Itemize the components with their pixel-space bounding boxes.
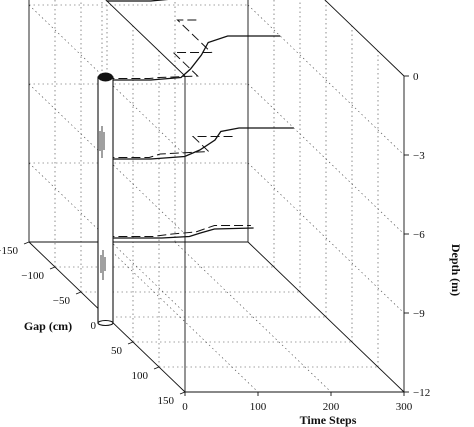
data-lines	[105, 0, 294, 239]
solid-series-line-4	[107, 127, 294, 160]
y-tick	[23, 241, 30, 245]
z-axis-title: Depth (m)	[449, 244, 463, 296]
solid-series-line-2	[107, 35, 281, 81]
y-tick-label: 50	[111, 345, 123, 357]
dashed-series-line-3	[105, 19, 213, 79]
axis-labels: Time Steps Gap (cm) Depth (m)	[24, 244, 463, 427]
y-tick	[49, 266, 56, 270]
grid-line	[247, 83, 405, 235]
y-axis-title: Gap (cm)	[24, 319, 72, 333]
grid-line	[247, 162, 405, 314]
pile-top	[98, 72, 113, 82]
y-tick-label: −150	[0, 245, 18, 257]
y-tick	[75, 291, 82, 295]
grid-line	[247, 4, 405, 156]
grid-layer	[28, 0, 405, 393]
y-tick	[179, 391, 186, 395]
x-axis-title: Time Steps	[300, 413, 357, 427]
z-tick-label: −3	[413, 150, 425, 162]
y-tick-label: −50	[53, 295, 71, 307]
pile-shaft	[97, 76, 114, 324]
pile-base	[97, 319, 114, 327]
frame-edge	[324, 0, 405, 77]
y-tick-label: 100	[132, 370, 149, 382]
grid-line	[174, 241, 332, 393]
z-tick-label: −6	[413, 229, 425, 241]
y-tick	[153, 366, 160, 370]
x-tick-label: 100	[250, 401, 267, 413]
dashed-series-line-5	[105, 136, 234, 158]
solid-series-line-0	[107, 0, 169, 2]
z-tick-label: 0	[413, 71, 419, 83]
frame-edge	[247, 241, 405, 393]
z-tick-label: −12	[413, 387, 430, 399]
y-tick	[127, 341, 134, 345]
axis-ticks: 0 100 200 300 −150 −100 −50 0 50 100 150 0 −3 −6 −9 −12	[0, 71, 430, 413]
dashed-series-line-7	[105, 225, 251, 237]
solid-series-line-6	[107, 227, 254, 239]
z-tick-label: −9	[413, 308, 425, 320]
x-tick-label: 300	[396, 401, 413, 413]
x-tick-label: 0	[182, 401, 188, 413]
y-tick-label: −100	[21, 270, 44, 282]
pile-cracks	[99, 126, 106, 280]
pile	[97, 72, 114, 327]
y-tick-label: 0	[91, 320, 97, 332]
x-tick-label: 200	[323, 401, 340, 413]
y-tick-label: 150	[158, 395, 175, 407]
